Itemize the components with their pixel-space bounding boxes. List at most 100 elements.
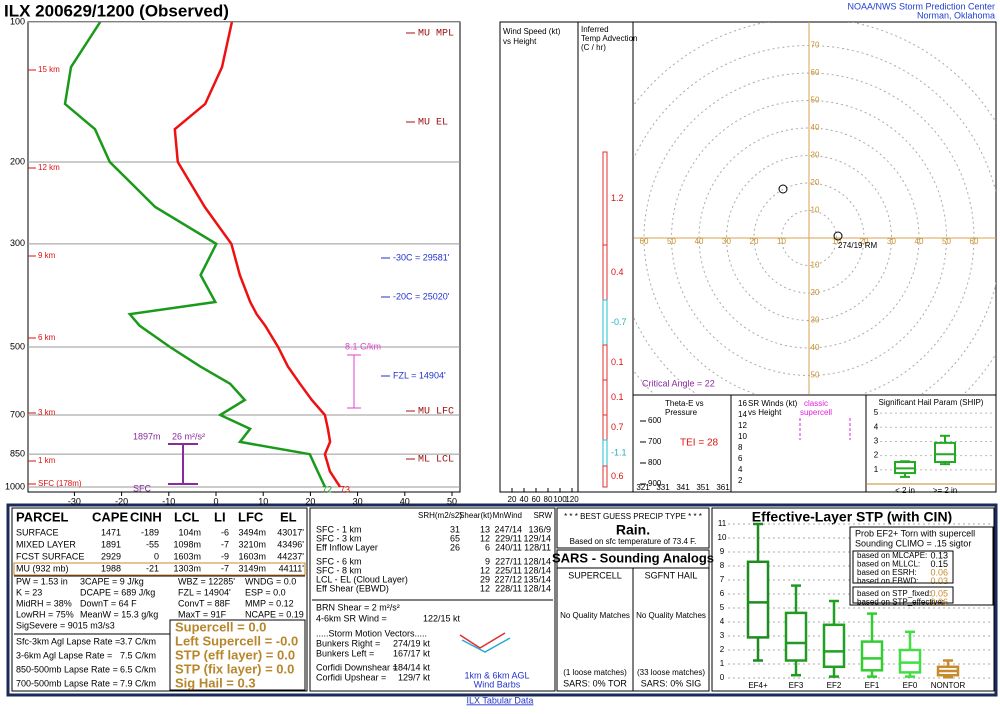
annotation: 72: [322, 484, 332, 494]
height-label: 9 km: [38, 251, 56, 260]
parcel-cell: MU (932 mb): [16, 563, 69, 573]
pressure-tick-label: 1000: [5, 481, 25, 491]
precip-basis: Based on sfc temperature of 73.4 F.: [570, 537, 697, 546]
motion-value: 167/17 kt: [393, 648, 431, 658]
motion-title: .....Storm Motion Vectors.....: [316, 628, 427, 638]
hodo-ring-label: 50: [667, 237, 676, 246]
index: WBZ = 12285': [178, 576, 235, 586]
hodo-ring-label: 60: [640, 237, 649, 246]
index: NCAPE = 0.19: [245, 609, 304, 619]
hodo-ring-label: 50: [811, 96, 820, 105]
kin-cell: 13: [480, 524, 490, 534]
parcel-cell: 43017': [277, 527, 304, 537]
inset-value: 0.06: [930, 567, 948, 577]
parcel-cell: -7: [221, 539, 229, 549]
parcel-cell: 1603m: [173, 551, 201, 561]
advection-label: 0.1: [611, 392, 624, 402]
parcel-cell: 1988: [101, 563, 121, 573]
ship-category: < 2 in: [895, 486, 915, 495]
height-label: 6 km: [38, 333, 56, 342]
temperature-tick-label: 30: [353, 496, 363, 506]
hodo-ring-label: 40: [695, 237, 704, 246]
index: 3CAPE = 9 J/kg: [80, 576, 144, 586]
stp-tick-label: 5: [720, 603, 725, 612]
motion-value: 129/7 kt: [398, 672, 431, 682]
hodo-ring-label: 20: [811, 178, 820, 187]
height-label: 3 km: [38, 408, 56, 417]
index: WNDG = 0.0: [245, 576, 296, 586]
thetae-tick-label: 600: [648, 416, 662, 425]
stp-frame: [711, 507, 995, 692]
parcel-header: PARCEL: [16, 509, 69, 524]
agency: NOAA/NWS Storm Prediction Center: [847, 1, 995, 11]
skewt-plot: [28, 22, 460, 488]
panel-title: Theta-E vs: [665, 399, 704, 408]
sr-tick-label: 8: [738, 443, 743, 452]
pressure-tick-label: 100: [10, 16, 25, 26]
hodo-ring-label: 30: [887, 237, 896, 246]
inset-value: 0.06: [930, 597, 948, 607]
mu-row-box: [13, 562, 306, 576]
kin-cell: 6: [485, 542, 490, 552]
index: MaxT = 91F: [178, 609, 227, 619]
pressure-tick-label: 700: [10, 409, 25, 419]
kin-cell: 31: [450, 524, 460, 534]
thetae-xtick-label: 361: [716, 483, 730, 492]
dewpoint-trace: [63, 22, 327, 488]
hodo-ring: [643, 72, 975, 394]
thetae-xtick-label: 321: [636, 483, 650, 492]
temperature-tick-label: 0: [213, 496, 218, 506]
panel-title: vs Height: [503, 37, 537, 46]
parcel-cell: 0: [154, 551, 159, 561]
stp-tick-label: 6: [720, 589, 725, 598]
kin-cell: 135/14: [523, 574, 551, 584]
parcel-cell: 1603m: [238, 551, 266, 561]
index: MMP = 0.12: [245, 598, 294, 608]
panel-title: vs Height: [748, 408, 782, 417]
lapse-value: 7.9 C/km: [120, 678, 156, 688]
inset-label: based on MLCAPE:: [857, 551, 927, 560]
index: DownT = 64 F: [80, 598, 137, 608]
wind-tick-label: 60: [532, 495, 541, 504]
wind-tick-label: 20: [508, 495, 517, 504]
ship-tick-label: 1: [874, 465, 879, 474]
annotation: 26 m²/s²: [172, 431, 205, 441]
thetae-tick-label: 900: [648, 479, 662, 488]
kin-cell: 227/12: [494, 574, 522, 584]
pressure-tick-label: 300: [10, 238, 25, 248]
stp-category: EF4+: [748, 681, 768, 690]
parcel-cell: 1098m: [173, 539, 201, 549]
kin-cell: 129/14: [523, 533, 551, 543]
inset-label: based on MLLCL:: [857, 560, 920, 569]
parcel-header: EL: [280, 509, 297, 524]
stp-tick-label: 3: [720, 631, 725, 640]
annotation: -30C = 29581': [393, 252, 450, 262]
panel-title: Pressure: [665, 408, 698, 417]
composite: Left Supercell = -0.0: [175, 633, 298, 648]
parcel-cell: -9: [221, 551, 229, 561]
index: LowRH = 75%: [16, 609, 74, 619]
inset-label: based on ESRH:: [857, 568, 917, 577]
kin-cell: SFC - 1 km: [316, 524, 362, 534]
parcel-cell: 1471: [101, 527, 121, 537]
hodo-ring-label: 50: [811, 371, 820, 380]
composite-box: [169, 619, 306, 691]
parcel-cell: -7: [221, 563, 229, 573]
motion-value: 274/19 kt: [393, 638, 431, 648]
title: ILX 200629/1200 (Observed): [4, 1, 229, 20]
inset-sub: [852, 586, 954, 604]
wind-tick-label: 120: [565, 495, 579, 504]
box: [860, 640, 884, 672]
parcel-cell: MIXED LAYER: [16, 539, 76, 549]
lm-marker: [778, 184, 788, 194]
tabular-link[interactable]: ILX Tabular Data: [467, 695, 534, 705]
parcel-cell: 3210m: [238, 539, 266, 549]
panel-title: SR Winds (kt): [748, 399, 798, 408]
hodo-ring-label: 70: [811, 41, 820, 50]
hodo-ring: [753, 182, 865, 294]
stp-tick-label: 9: [720, 547, 725, 556]
advection-label: -0.7: [611, 317, 627, 327]
thetae-xtick-label: 341: [676, 483, 690, 492]
hodo-ring-label: 10: [811, 261, 820, 270]
